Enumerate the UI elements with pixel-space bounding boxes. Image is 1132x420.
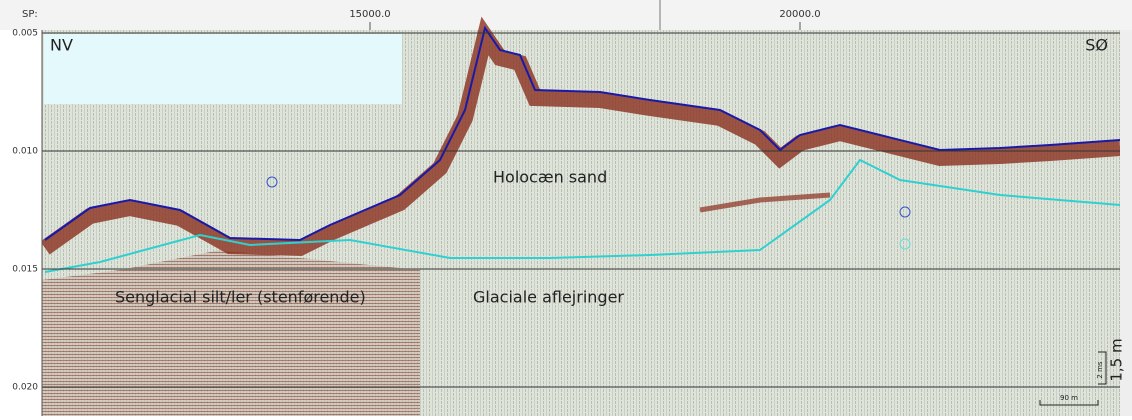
time-tick-label: 0.005: [12, 29, 38, 39]
scale-distance: 90 m: [1060, 394, 1078, 402]
annotation: Glaciale aflejringer: [473, 288, 624, 307]
profile-end-label: NV: [50, 36, 73, 55]
time-tick-label: 0.020: [12, 383, 38, 393]
annotation: Holocæn sand: [493, 168, 607, 187]
scale-depth: 1,5 m: [1108, 338, 1126, 381]
deep-reflectors: [42, 250, 420, 416]
annotation: Senglacial silt/ler (stenførende): [115, 288, 366, 307]
time-tick-label: 0.010: [12, 147, 38, 157]
left-axis-bar: [0, 30, 42, 416]
seismic-viewer: SP: 15000.0 20000.0 0.005 0.010 0.015 0.…: [0, 0, 1132, 416]
sp-tick-label: 20000.0: [779, 9, 820, 20]
no-data-area: [44, 34, 402, 104]
scale-time: 2 ms: [1096, 361, 1104, 378]
time-tick-label: 0.015: [12, 265, 38, 275]
sp-tick-label: 15000.0: [349, 9, 390, 20]
sp-label: SP:: [22, 9, 38, 20]
profile-end-label: SØ: [1085, 36, 1108, 55]
top-axis-bar: [0, 0, 1132, 30]
